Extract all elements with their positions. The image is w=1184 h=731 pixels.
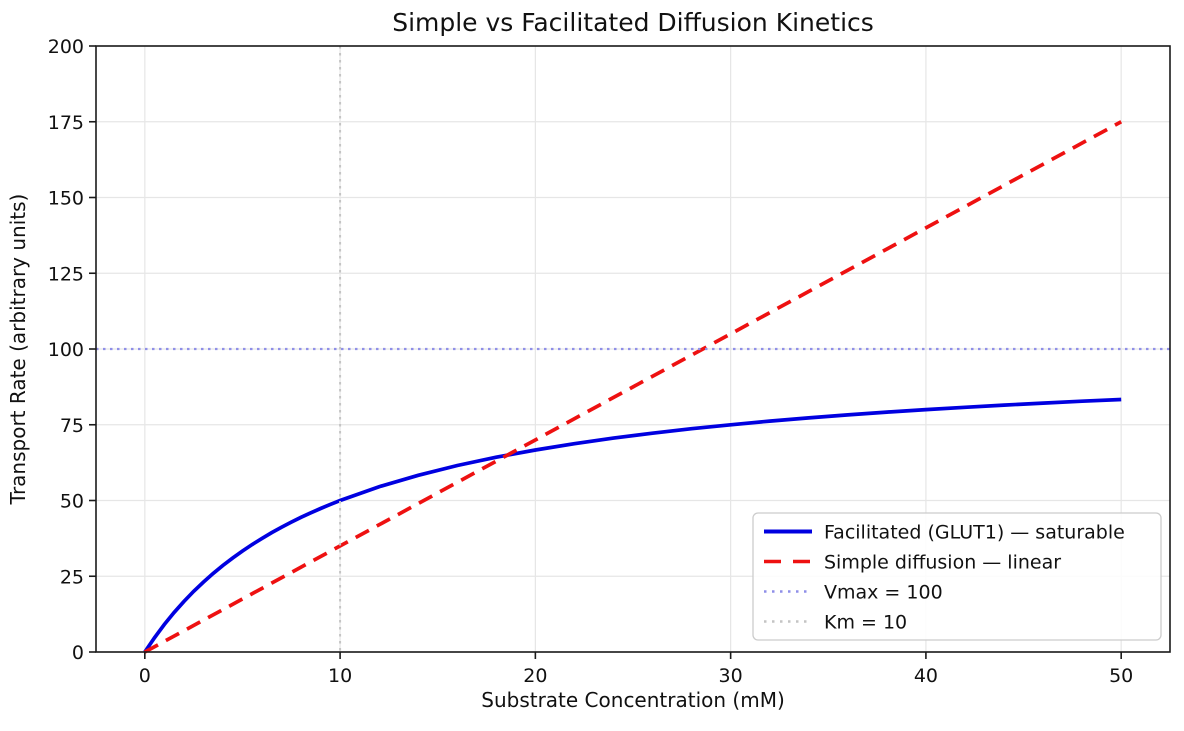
series-facilitated-glut1-saturable	[143, 397, 1122, 654]
y-tick-label: 175	[48, 112, 84, 134]
y-tick-label: 150	[48, 188, 84, 210]
y-tick-label: 125	[48, 263, 84, 285]
legend: Facilitated (GLUT1) — saturable Simple di…	[752, 512, 1162, 641]
y-tick-label: 25	[60, 566, 84, 588]
x-tick-label: 40	[914, 665, 938, 687]
series-simple-diffusion-linear	[143, 120, 1123, 654]
x-tick-label: 0	[139, 665, 151, 687]
chart-title: Simple vs Facilitated Diffusion Kinetics	[392, 8, 874, 37]
y-tick-label: 50	[60, 491, 84, 513]
y-tick-label: 0	[72, 642, 84, 664]
grid-layer	[96, 45, 1170, 653]
y-tick-label: 75	[60, 415, 84, 437]
x-tick-label: 50	[1109, 665, 1133, 687]
legend-box	[752, 512, 1162, 641]
y-tick-label: 200	[48, 36, 84, 58]
series-layer	[96, 46, 1170, 654]
x-axis-label: Substrate Concentration (mM)	[481, 688, 785, 712]
x-tick-label: 30	[719, 665, 743, 687]
x-tick-label: 10	[328, 665, 352, 687]
y-tick-label: 100	[48, 339, 84, 361]
legend-label: Km = 10	[824, 612, 907, 634]
legend-label: Simple diffusion — linear	[824, 552, 1061, 574]
axis-layer: 0 10 20 30 40 50 0 25 50 75 100 125 150 175 200	[48, 36, 1171, 687]
legend-label: Vmax = 100	[824, 582, 943, 604]
y-axis-label: Transport Rate (arbitrary units)	[6, 194, 30, 506]
legend-label: Facilitated (GLUT1) — saturable	[824, 522, 1125, 544]
x-tick-label: 20	[523, 665, 547, 687]
